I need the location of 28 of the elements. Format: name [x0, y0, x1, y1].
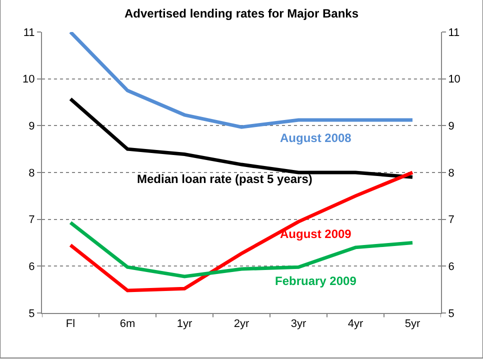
y-tick-label: 8 — [28, 167, 35, 180]
line-series — [68, 170, 414, 292]
chart-title: Advertised lending rates for Major Banks — [124, 6, 359, 20]
series-label: August 2009 — [280, 227, 352, 241]
series-label: August 2008 — [280, 131, 352, 145]
y-tick-label: 9 — [28, 120, 35, 133]
line-series — [68, 32, 414, 129]
x-tick-label: 2yr — [234, 318, 250, 330]
y2-tick-label: 7 — [448, 214, 454, 226]
y2-tick-label: 5 — [448, 308, 454, 320]
x-tick-label: 5yr — [404, 318, 420, 330]
y2-tick-label: 6 — [448, 261, 454, 274]
y-tick-label: 11 — [23, 26, 35, 39]
series-label: February 2009 — [275, 274, 357, 288]
y2-tick-label: 10 — [448, 74, 460, 86]
y2-tick-label: 9 — [448, 120, 454, 133]
series-label: Median loan rate (past 5 years) — [137, 172, 312, 186]
y-tick-label: 7 — [28, 214, 35, 226]
y2-tick-label: 11 — [448, 26, 460, 39]
y-tick-label: 5 — [28, 308, 35, 320]
x-tick-label: 4yr — [348, 318, 364, 330]
x-tick-label: 6m — [120, 318, 136, 330]
y-tick-label: 6 — [28, 261, 35, 274]
x-tick-label: Fl — [66, 318, 76, 330]
y-tick-label: 10 — [22, 74, 35, 86]
x-tick-label: 3yr — [290, 318, 306, 330]
x-tick-label: 1yr — [176, 318, 192, 330]
y2-tick-label: 8 — [448, 167, 454, 180]
